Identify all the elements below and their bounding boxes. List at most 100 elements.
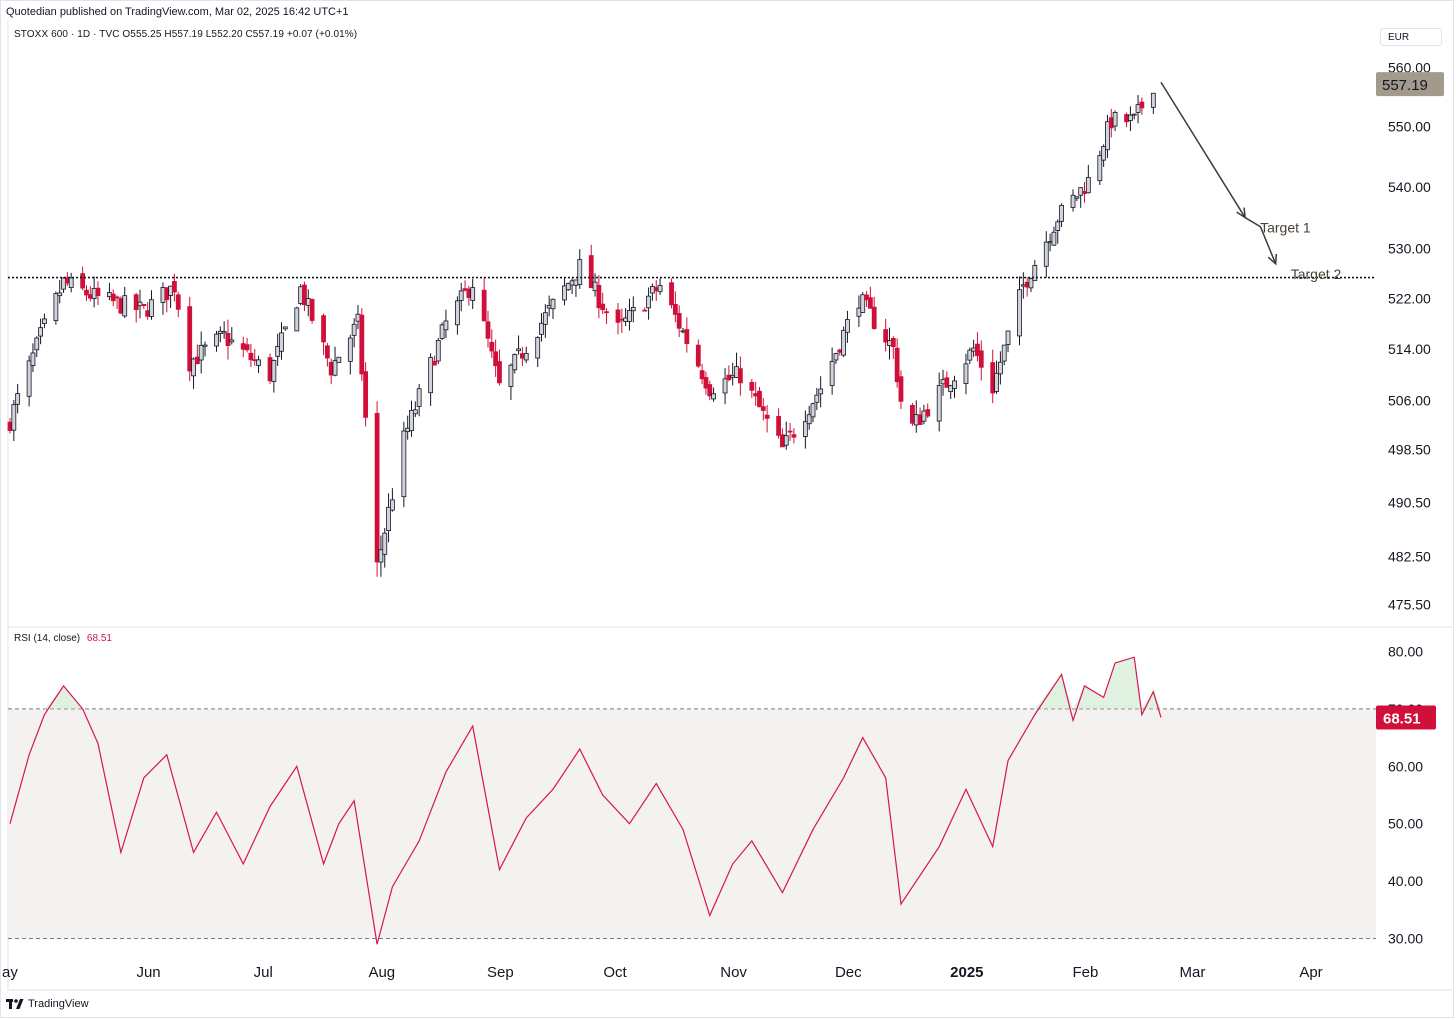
candle-body [737,368,743,384]
candle-up [845,310,850,343]
candle-body [91,287,97,300]
candle-body [298,286,304,304]
rsi-legend[interactable]: RSI (14, close) 68.51 [14,633,112,644]
tradingview-logo-icon [6,999,24,1009]
candle-body [405,427,411,432]
ohlc-legend[interactable]: STOXX 600 · 1D · TVC O555.25 H557.19 L55… [14,29,358,40]
candle-body [672,303,678,315]
candle-down [699,363,705,385]
candle-body [520,353,525,359]
candle-down [990,349,996,404]
candle-body [401,430,407,498]
candle-up [1127,106,1133,132]
candle-body [462,288,468,291]
candle-body [623,317,629,322]
candle-body [141,303,147,307]
candle-body [324,345,330,359]
time-tick-label: ay [2,964,18,981]
candle-body [64,277,70,284]
candle-body [110,293,116,302]
candle-up [1135,95,1141,124]
candle-up [256,355,261,374]
candlestick-series [7,92,1156,577]
candle-body [351,323,357,336]
candle-body [355,313,361,322]
candle-body [1055,221,1061,231]
candle-down [321,313,326,355]
candle-down [864,291,869,308]
candle-body [481,289,487,322]
rsi-legend-value: 68.51 [86,633,112,644]
arrowhead-target-1 [1236,207,1247,219]
rsi-tick-label: 80.00 [1388,643,1423,659]
candle-body [145,310,151,317]
candle-down [642,307,648,312]
candle-body [302,284,307,306]
price-tick-label: 490.50 [1388,495,1431,511]
candle-up [122,286,128,318]
candle-body [780,434,785,448]
candle-up [168,285,174,308]
candle-body [994,372,999,392]
candle-body [860,294,866,313]
candle-up [53,291,59,325]
candle-body [535,337,541,359]
candle-body [577,259,583,285]
candle-body [53,293,59,322]
candle-body [523,353,529,361]
candle-body [34,337,40,351]
candle-body [630,306,636,312]
candle-body [963,363,969,384]
candle-up [994,360,999,395]
candle-body [508,364,514,387]
candle-up [516,335,521,355]
candle-down [1108,108,1114,138]
tradingview-footer[interactable]: TradingView [6,998,89,1010]
candle-down [133,292,139,323]
candle-down [944,371,950,388]
candle-body [818,388,824,395]
candle-body [806,414,812,425]
last-price-badge [1376,72,1444,97]
candle-down [194,344,200,365]
candle-down [267,353,273,385]
candle-body [175,294,181,310]
candle-down [87,286,93,302]
candle-up [841,326,847,358]
candle-up [936,372,942,432]
candle-body [680,330,686,333]
candle-body [7,421,13,431]
candle-body [753,393,759,397]
candle-body [978,350,984,368]
candle-up [1150,92,1156,115]
candle-down [653,280,659,301]
currency-selector[interactable]: EUR [1380,28,1442,46]
candle-up [1032,260,1038,281]
candle-up [967,347,973,365]
candle-down [118,296,124,315]
candle-up [416,383,422,417]
candle-down [588,244,594,289]
candle-body [1024,281,1030,288]
candle-body [1124,114,1129,123]
candle-up [948,384,954,399]
candle-up [963,353,969,395]
candle-body [1150,92,1156,108]
time-axis[interactable]: ay Jun Jul Aug Sep Oct Nov Dec 2025 Feb Mar Apr [2,964,1323,981]
price-axis[interactable]: 560.00 550.00 540.00 530.00 522.00 514.00 506.… [1376,60,1444,613]
candle-down [187,296,193,382]
last-price-label: 557.19 [1382,77,1428,94]
candle-body [550,298,556,310]
candle-body [221,331,227,334]
candle-down [145,302,151,320]
candle-up [711,387,716,402]
candle-up [107,282,112,301]
candle-up [1055,219,1061,244]
candle-body [1082,191,1087,194]
candle-body [267,357,273,382]
candle-body [734,366,739,378]
target-label: Target 2 [1291,266,1342,282]
candle-down [328,358,334,385]
